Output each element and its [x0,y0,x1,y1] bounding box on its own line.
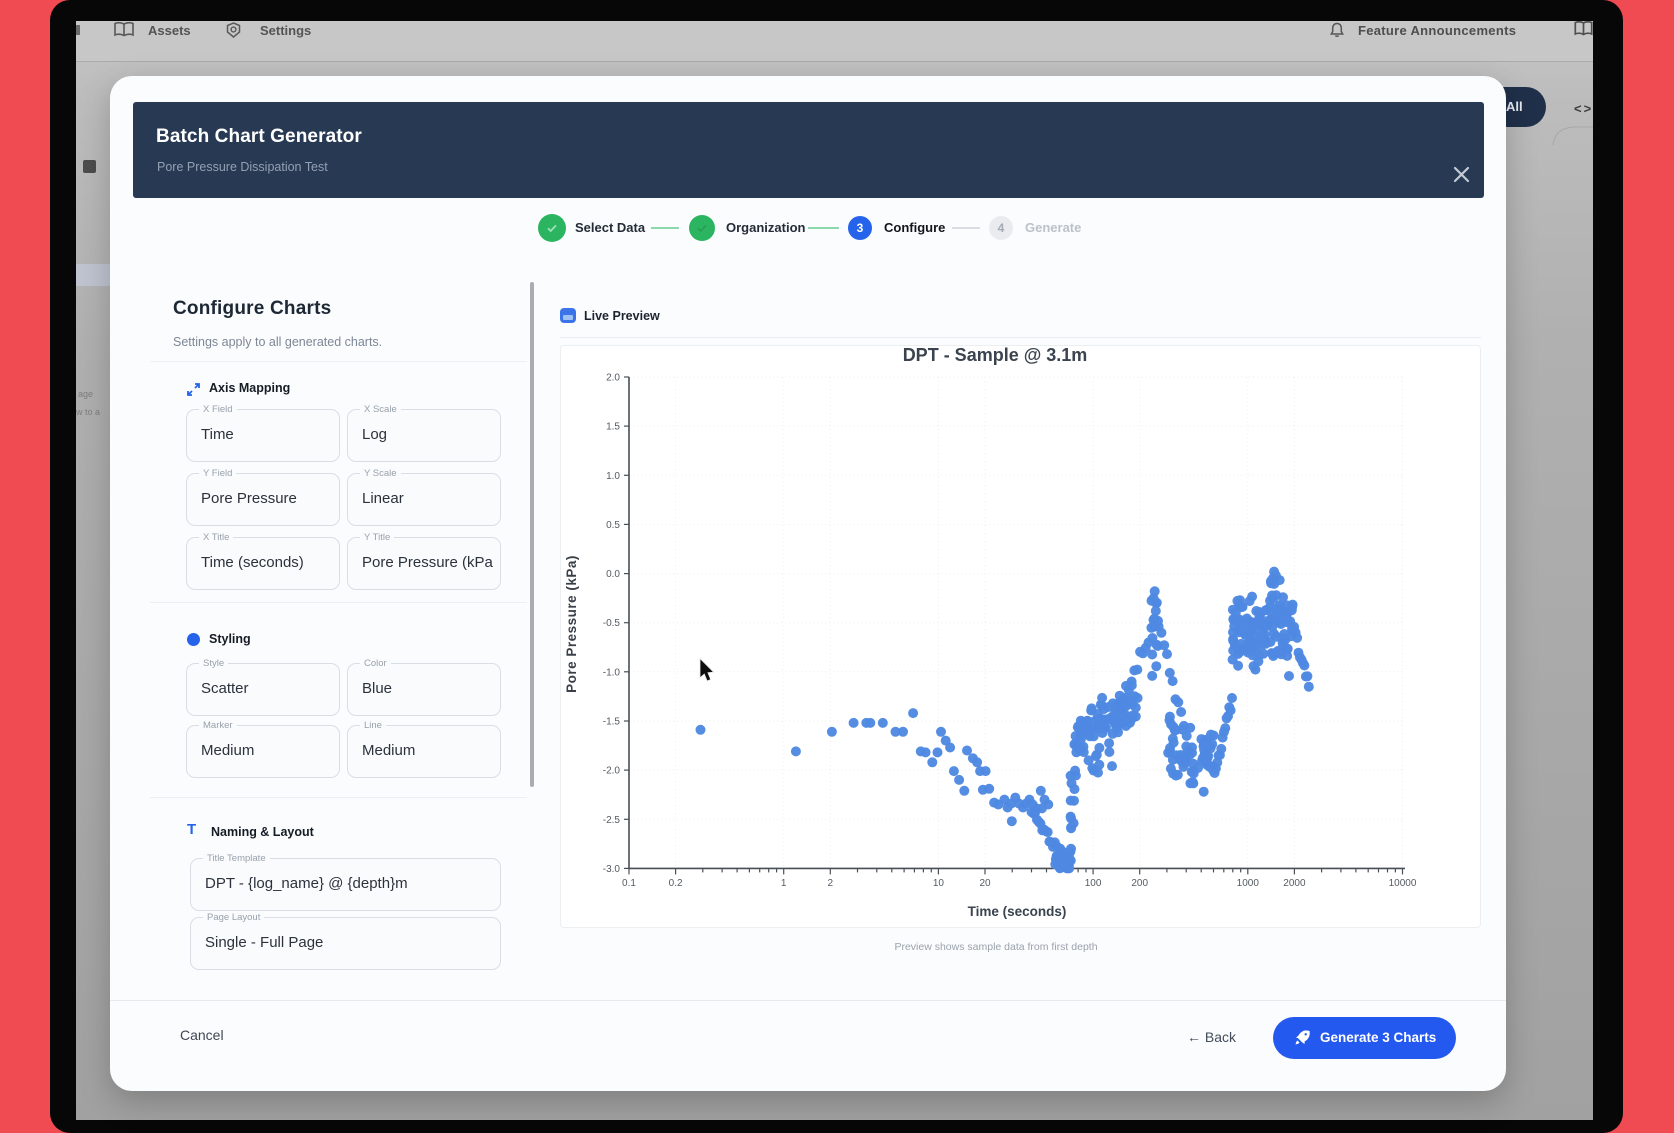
svg-text:Preview shows sample data from: Preview shows sample data from first dep… [894,941,1097,953]
svg-text:20: 20 [979,878,991,889]
svg-text:-0.5: -0.5 [603,618,621,629]
svg-text:2: 2 [828,878,834,889]
svg-text:-1.5: -1.5 [603,717,621,728]
svg-text:1000: 1000 [1237,878,1260,889]
svg-text:0.5: 0.5 [606,520,620,531]
svg-text:200: 200 [1131,878,1148,889]
svg-text:-1.0: -1.0 [603,667,621,678]
svg-text:2000: 2000 [1283,878,1306,889]
svg-text:1: 1 [781,878,787,889]
svg-text:0.1: 0.1 [622,878,636,889]
svg-text:10000: 10000 [1389,878,1417,889]
svg-text:DPT - Sample @ 3.1m: DPT - Sample @ 3.1m [903,345,1088,365]
svg-text:1.5: 1.5 [606,422,620,433]
svg-text:-2.0: -2.0 [603,766,621,777]
svg-text:2.0: 2.0 [606,373,620,384]
svg-text:0.0: 0.0 [606,569,620,580]
svg-text:1.0: 1.0 [606,471,620,482]
svg-text:Time (seconds): Time (seconds) [968,904,1067,919]
svg-text:-3.0: -3.0 [603,864,621,875]
svg-text:10: 10 [933,878,945,889]
svg-text:0.2: 0.2 [669,878,683,889]
svg-text:Pore Pressure (kPa): Pore Pressure (kPa) [564,555,579,693]
svg-text:-2.5: -2.5 [603,815,621,826]
svg-text:100: 100 [1085,878,1102,889]
